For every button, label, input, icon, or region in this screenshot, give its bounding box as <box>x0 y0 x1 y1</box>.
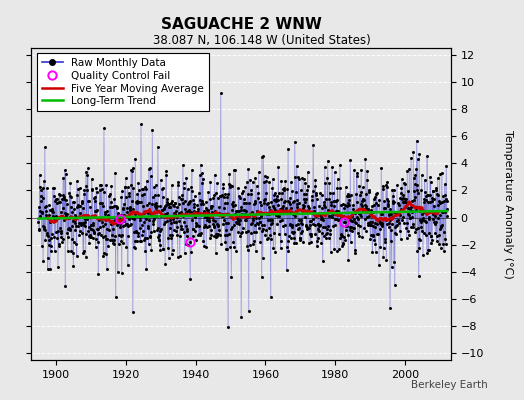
Text: Berkeley Earth: Berkeley Earth <box>411 380 487 390</box>
Text: 38.087 N, 106.148 W (United States): 38.087 N, 106.148 W (United States) <box>153 34 371 47</box>
Title: SAGUACHE 2 WNW: SAGUACHE 2 WNW <box>160 16 322 32</box>
Legend: Raw Monthly Data, Quality Control Fail, Five Year Moving Average, Long-Term Tren: Raw Monthly Data, Quality Control Fail, … <box>37 53 209 112</box>
Y-axis label: Temperature Anomaly (°C): Temperature Anomaly (°C) <box>503 130 513 278</box>
